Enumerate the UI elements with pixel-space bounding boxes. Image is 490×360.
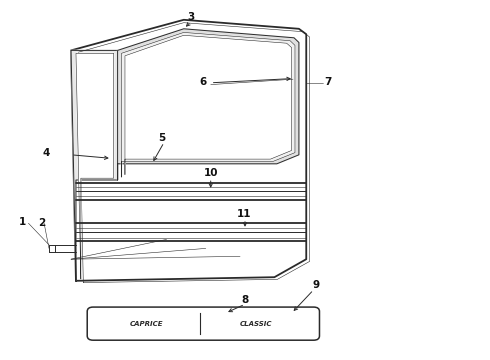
Text: 3: 3 — [188, 12, 195, 22]
Text: 1: 1 — [19, 217, 25, 228]
FancyBboxPatch shape — [87, 307, 319, 340]
Text: 11: 11 — [237, 209, 251, 219]
Text: CLASSIC: CLASSIC — [240, 321, 272, 327]
Text: 7: 7 — [324, 77, 332, 87]
Text: 10: 10 — [203, 168, 218, 178]
Text: 5: 5 — [158, 132, 165, 143]
Polygon shape — [71, 20, 306, 281]
Polygon shape — [125, 35, 292, 175]
Text: CAPRICE: CAPRICE — [129, 321, 163, 327]
Polygon shape — [71, 50, 118, 281]
Text: 4: 4 — [43, 148, 50, 158]
Text: 9: 9 — [313, 280, 319, 290]
Text: 6: 6 — [200, 77, 207, 87]
Polygon shape — [122, 32, 295, 177]
Text: 2: 2 — [38, 218, 45, 228]
Polygon shape — [118, 29, 299, 180]
Text: 8: 8 — [242, 294, 248, 305]
Polygon shape — [76, 53, 114, 279]
